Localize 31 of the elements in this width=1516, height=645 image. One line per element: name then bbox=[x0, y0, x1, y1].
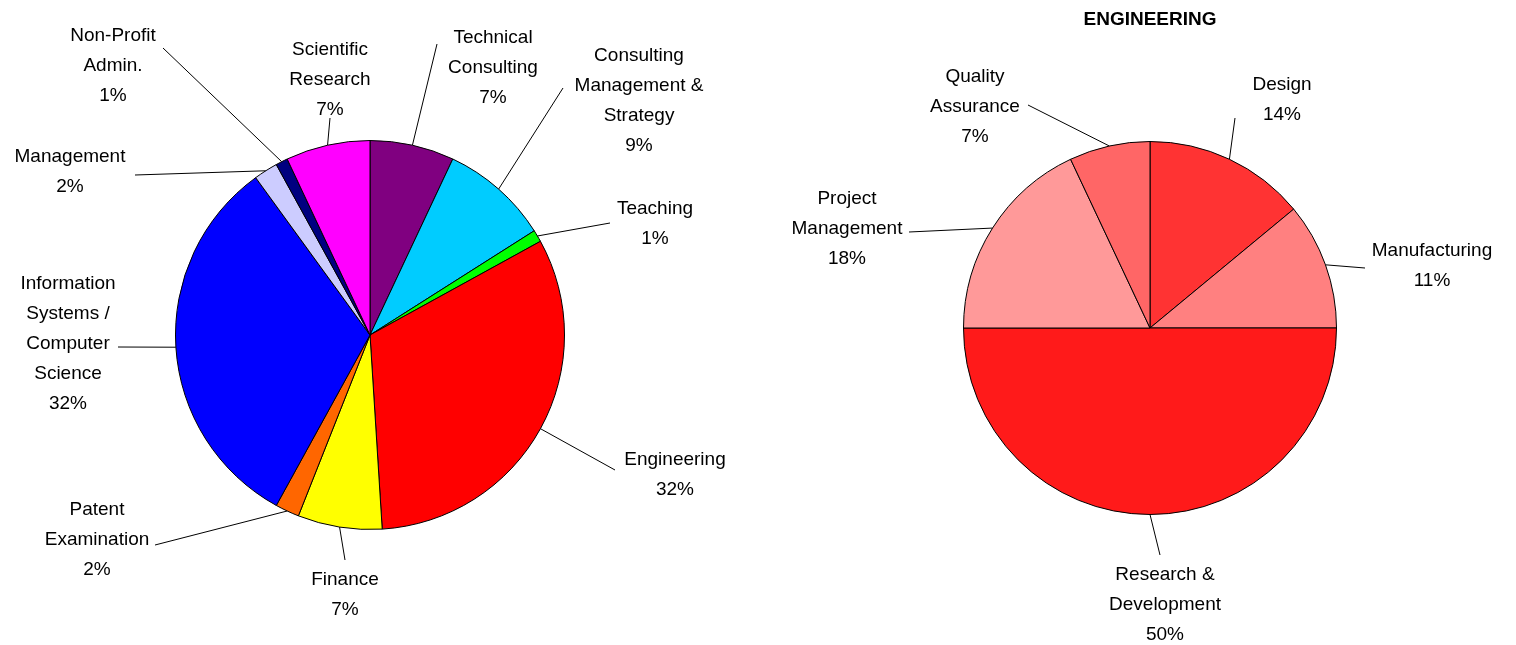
slice-label: Manufacturing bbox=[1371, 239, 1493, 261]
data-label: 32% bbox=[655, 478, 695, 500]
slice-label: Technical Consulting bbox=[448, 26, 538, 78]
slice-label: Management bbox=[14, 145, 127, 167]
slice-label: Finance bbox=[311, 568, 379, 590]
slice-label: Consulting Management & Strategy bbox=[574, 44, 704, 126]
data-label: 14% bbox=[1262, 103, 1302, 125]
slice-label: Information Systems / Computer Science bbox=[20, 272, 116, 384]
data-label: 7% bbox=[316, 98, 344, 120]
data-label: 7% bbox=[331, 598, 359, 620]
data-label: 50% bbox=[1145, 623, 1185, 645]
slice-label: Research & Development bbox=[1109, 563, 1222, 615]
data-label: 7% bbox=[479, 86, 507, 108]
data-label: 18% bbox=[827, 247, 867, 269]
slice-label: Teaching bbox=[616, 197, 694, 219]
data-label: 11% bbox=[1413, 269, 1451, 291]
data-label: 2% bbox=[56, 175, 84, 197]
slice-label: Scientific Research bbox=[289, 38, 371, 90]
data-label: 1% bbox=[641, 227, 669, 249]
slice-label: Patent Examination bbox=[44, 498, 150, 550]
slice-label: Project Management bbox=[791, 187, 904, 239]
data-label: 1% bbox=[99, 84, 127, 106]
slice-label: Design bbox=[1252, 73, 1312, 95]
data-label: 7% bbox=[961, 125, 989, 147]
slice-label: Non-Profit Admin. bbox=[70, 24, 157, 76]
data-label: 2% bbox=[83, 558, 111, 580]
data-label: 32% bbox=[48, 392, 88, 414]
slice-label: Quality Assurance bbox=[930, 65, 1020, 117]
chart-title: ENGINEERING bbox=[1083, 8, 1217, 30]
data-label: 9% bbox=[625, 134, 653, 156]
slice-label: Engineering bbox=[624, 448, 726, 470]
